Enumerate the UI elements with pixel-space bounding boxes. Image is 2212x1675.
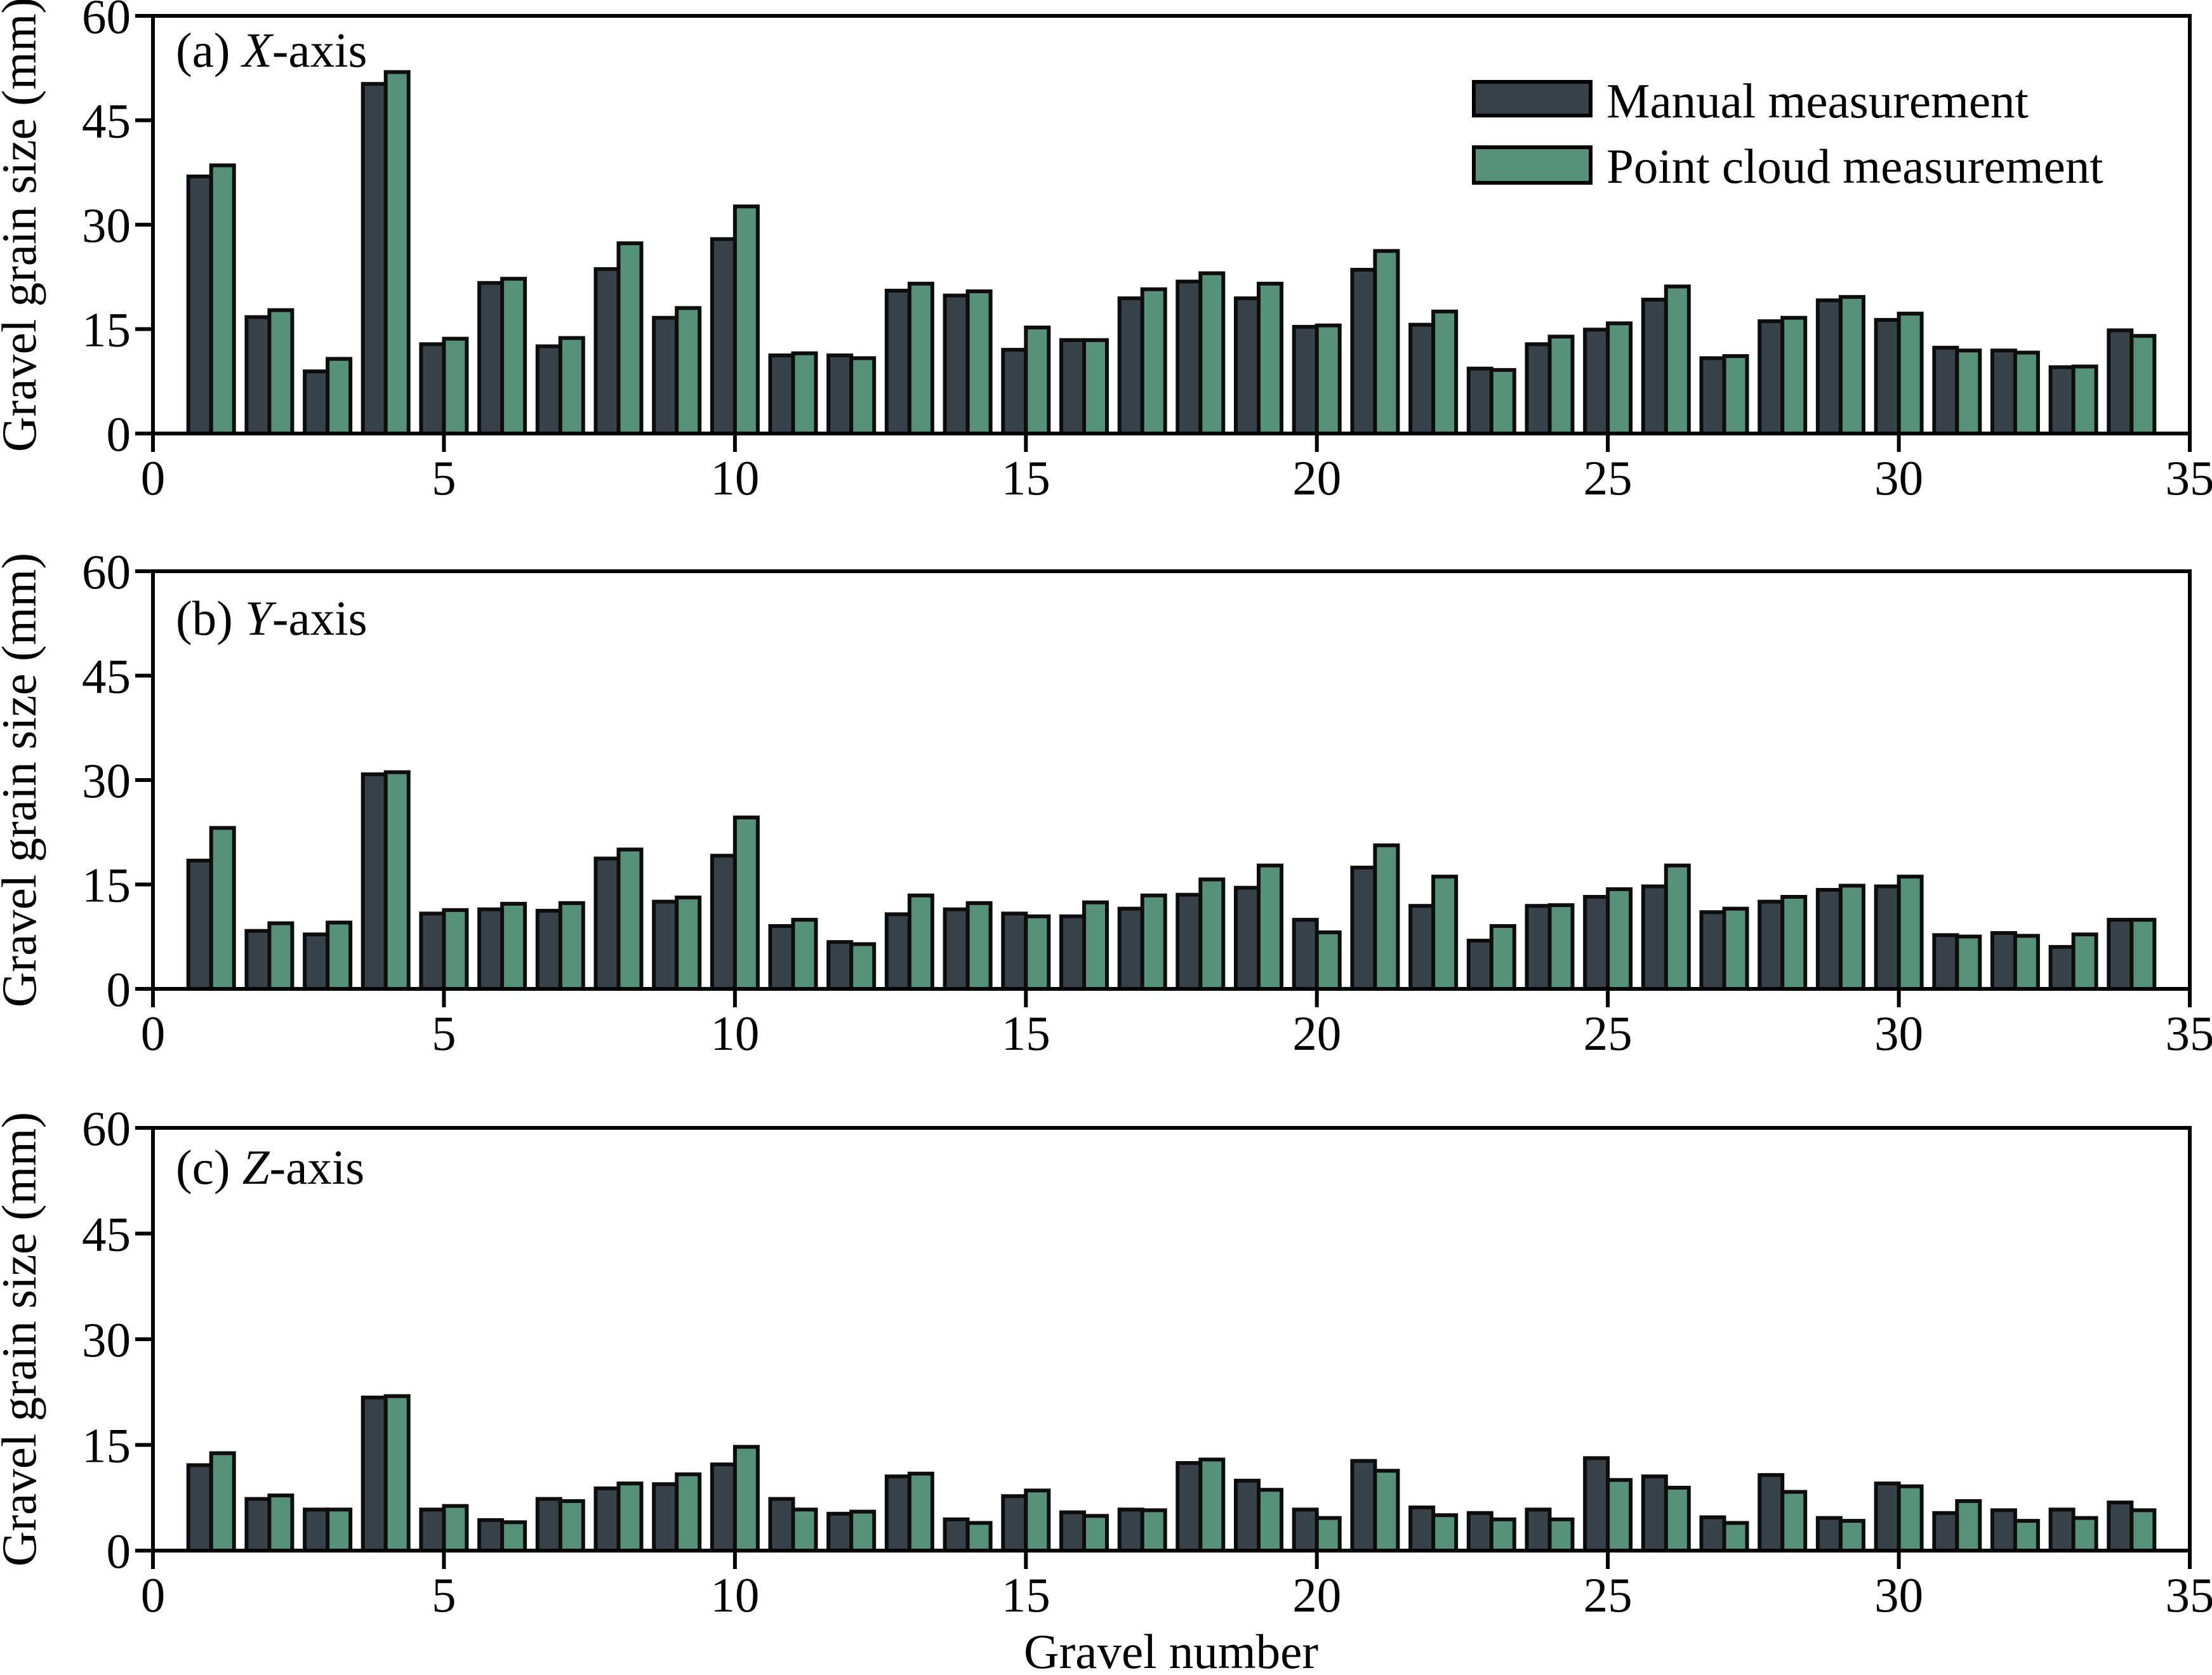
svg-text:(c) Z-axis: (c) Z-axis	[176, 1140, 364, 1195]
svg-text:60: 60	[82, 1101, 131, 1156]
svg-text:20: 20	[1292, 1006, 1341, 1061]
svg-text:30: 30	[82, 753, 131, 808]
svg-text:30: 30	[1874, 451, 1923, 505]
svg-text:20: 20	[1292, 1568, 1341, 1622]
svg-text:30: 30	[1874, 1568, 1923, 1622]
svg-text:45: 45	[82, 94, 131, 149]
svg-text:10: 10	[710, 1006, 759, 1061]
svg-text:(b) Y-axis: (b) Y-axis	[176, 591, 368, 646]
svg-text:Gravel grain size (mm): Gravel grain size (mm)	[0, 1112, 46, 1566]
svg-text:25: 25	[1584, 1568, 1633, 1622]
svg-text:0: 0	[141, 1568, 166, 1622]
svg-text:35: 35	[2166, 451, 2212, 505]
svg-text:35: 35	[2166, 1568, 2212, 1622]
svg-text:30: 30	[1874, 1006, 1923, 1061]
svg-text:25: 25	[1584, 1006, 1633, 1061]
svg-text:15: 15	[1002, 1568, 1050, 1622]
svg-text:5: 5	[432, 1568, 456, 1622]
svg-text:10: 10	[710, 451, 759, 505]
svg-text:30: 30	[82, 1313, 131, 1367]
svg-text:25: 25	[1584, 451, 1633, 505]
svg-text:0: 0	[107, 407, 131, 461]
svg-text:Point cloud measurement: Point cloud measurement	[1606, 139, 2103, 194]
svg-text:35: 35	[2166, 1006, 2212, 1061]
svg-text:Gravel grain size (mm): Gravel grain size (mm)	[0, 0, 46, 452]
svg-text:0: 0	[107, 1524, 131, 1579]
svg-text:60: 60	[82, 0, 131, 44]
svg-text:30: 30	[82, 198, 131, 253]
svg-text:Gravel number: Gravel number	[1024, 1624, 1318, 1675]
svg-text:15: 15	[82, 303, 131, 357]
svg-text:45: 45	[82, 1207, 131, 1262]
svg-text:5: 5	[432, 1006, 456, 1061]
svg-text:15: 15	[1002, 451, 1050, 505]
svg-text:15: 15	[1002, 1006, 1050, 1061]
svg-text:10: 10	[710, 1568, 759, 1622]
svg-text:0: 0	[141, 451, 166, 505]
svg-text:45: 45	[82, 649, 131, 704]
svg-text:15: 15	[82, 1419, 131, 1473]
svg-text:0: 0	[107, 962, 131, 1017]
svg-text:Gravel grain size (mm): Gravel grain size (mm)	[0, 553, 46, 1007]
svg-text:5: 5	[432, 451, 456, 505]
svg-text:Manual measurement: Manual measurement	[1606, 74, 2029, 128]
svg-text:20: 20	[1292, 451, 1341, 505]
svg-text:15: 15	[82, 858, 131, 913]
svg-text:60: 60	[82, 545, 131, 599]
svg-text:(a) X-axis: (a) X-axis	[176, 23, 367, 77]
svg-text:0: 0	[141, 1006, 166, 1061]
